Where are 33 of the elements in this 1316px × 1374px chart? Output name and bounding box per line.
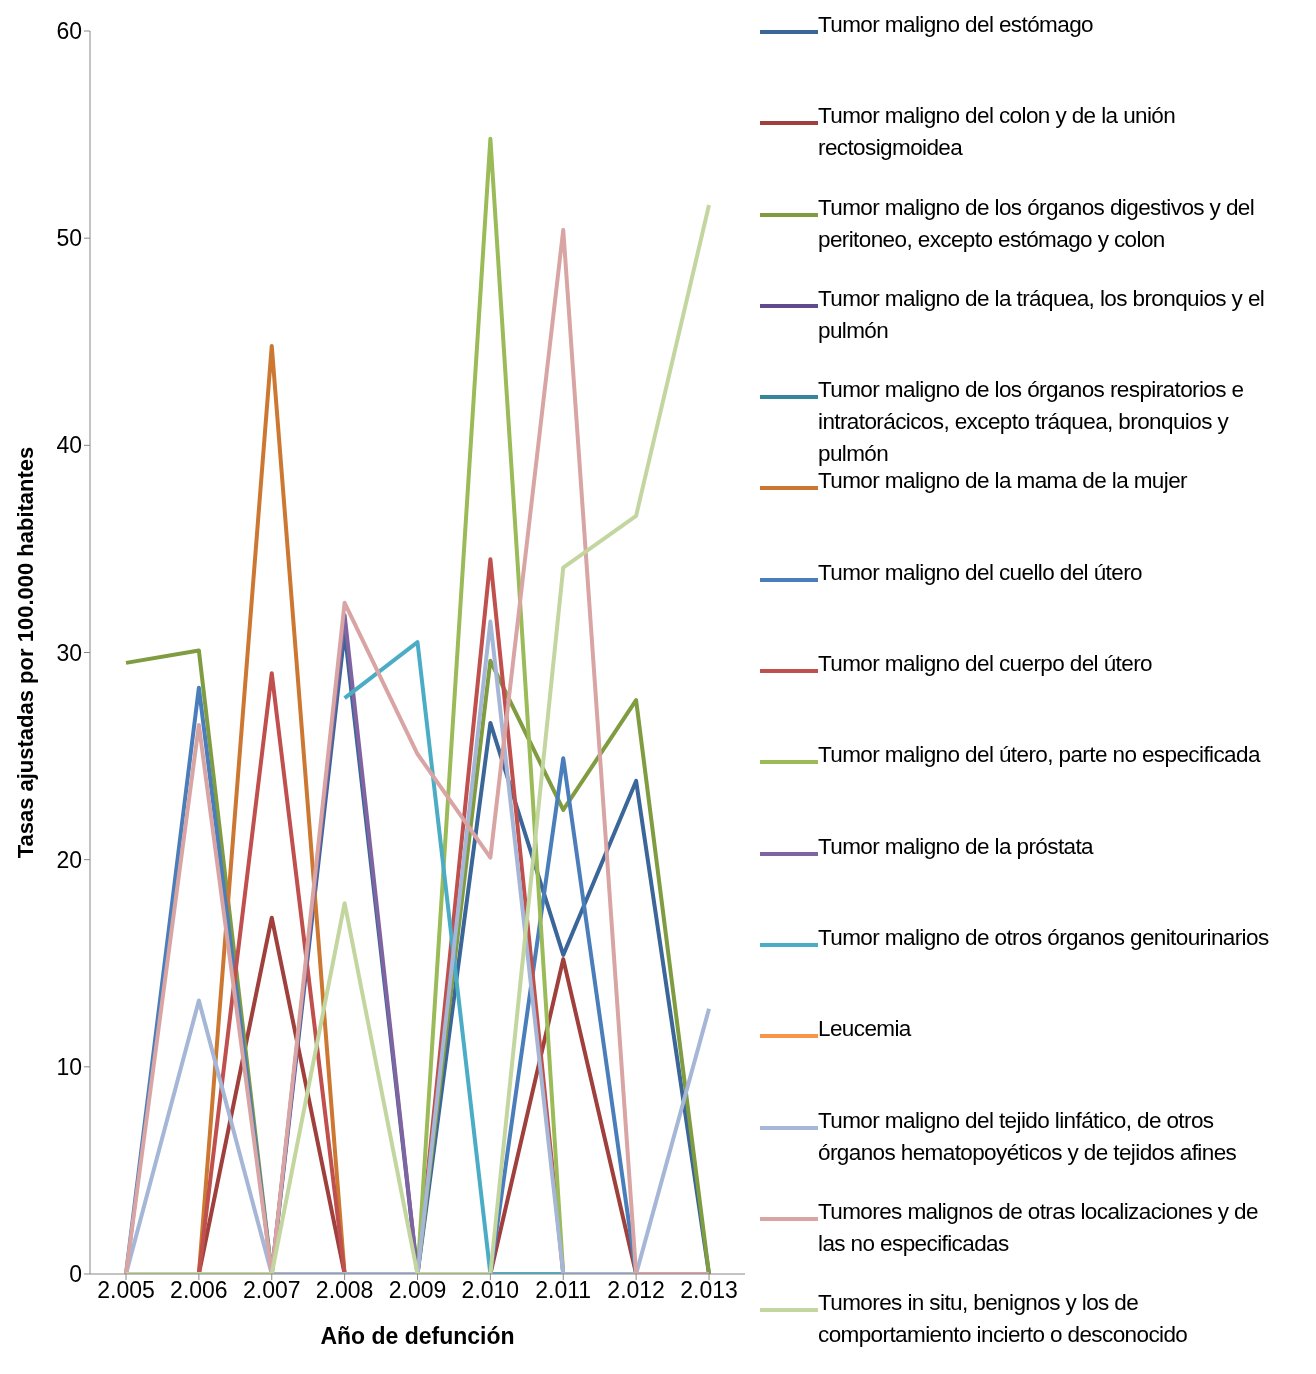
y-tick-label: 50 — [56, 225, 82, 252]
legend-label: Tumor maligno del tejido linfático, de otros órganos hematopoyéticos y de tejidos afines — [818, 1106, 1238, 1167]
x-tick-label: 2.010 — [461, 1277, 520, 1304]
x-tick-label: 2.005 — [97, 1277, 155, 1304]
legend-label: Tumor maligno del cuello del útero — [818, 558, 1142, 587]
x-tick-label: 2.008 — [315, 1277, 374, 1304]
x-tick-label: 2.009 — [388, 1277, 447, 1304]
legend-label: Tumor maligno del cuerpo del útero — [818, 650, 1152, 679]
legend-label: Tumor maligno del útero, parte no especificada — [818, 741, 1260, 770]
legend-label: Tumores in situ, benignos y los de comportamiento incierto o desconocido — [818, 1289, 1189, 1350]
legend-label: Tumor maligno de los órganos digestivos y del peritoneo, excepto estómago y colon — [818, 193, 1256, 254]
x-axis-title: Año de defunción — [320, 1323, 515, 1349]
x-tick-label: 2.013 — [680, 1277, 738, 1304]
y-tick-label: 30 — [56, 639, 82, 666]
legend-label: Leucemia — [818, 1015, 911, 1044]
y-tick-label: 40 — [56, 432, 82, 459]
legend-label: Tumores malignos de otras localizaciones y de las no especificadas — [818, 1197, 1259, 1258]
legend-label: Tumor maligno de otros órganos genitourinarios — [818, 923, 1269, 952]
x-tick-label: 2.012 — [607, 1277, 665, 1304]
y-tick-label: 0 — [69, 1261, 82, 1288]
y-tick-label: 10 — [56, 1054, 82, 1080]
legend-label: Tumor maligno de la tráquea, los bronquios y el pulmón — [818, 284, 1266, 345]
y-tick-label: 60 — [56, 18, 82, 45]
x-tick-label: 2.011 — [535, 1277, 592, 1304]
y-axis-title: Tasas ajustadas por 100.000 habitantes — [12, 446, 38, 859]
legend-label: Tumor maligno del estómago — [818, 11, 1093, 39]
legend-label: Tumor maligno de la próstata — [818, 832, 1094, 861]
y-tick-label: 20 — [56, 846, 82, 873]
legend-label: Tumor maligno de los órganos respiratorios e intratorácicos, excepto tráquea, bronquios y pulmón — [818, 376, 1245, 469]
x-tick-label: 2.007 — [242, 1277, 301, 1304]
legend-label: Tumor maligno de la mama de la mujer — [818, 467, 1187, 496]
legend-label: Tumor maligno del colon y de la unión rectosigmoidea — [818, 102, 1177, 163]
x-tick-label: 2.006 — [170, 1277, 228, 1304]
